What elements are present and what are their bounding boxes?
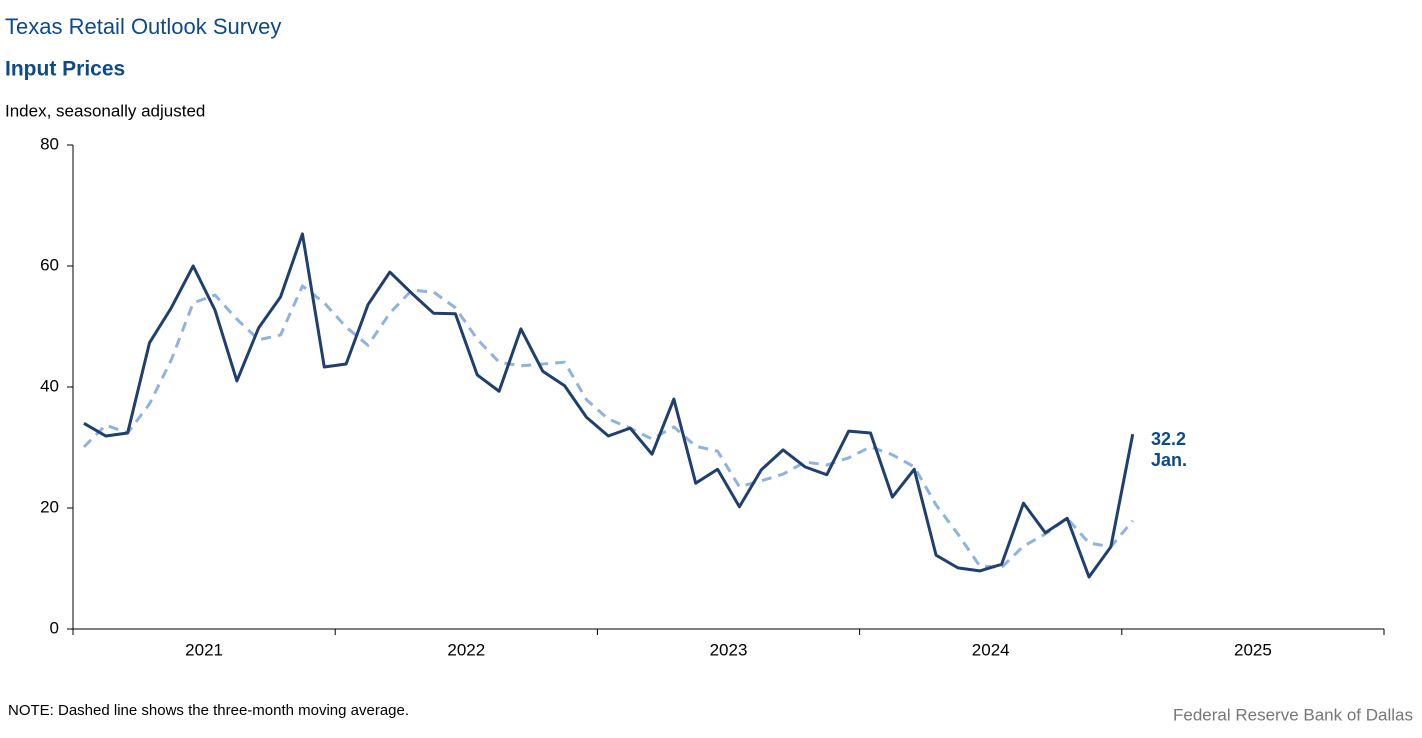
x-tick-label: 2024 (972, 640, 1010, 659)
y-tick-label: 40 (40, 376, 59, 395)
x-tick-label: 2021 (185, 640, 223, 659)
note: NOTE: Dashed line shows the three-month … (8, 702, 409, 719)
series-line (83, 232, 1135, 579)
chart-title: Texas Retail Outlook Survey (5, 14, 281, 39)
y-axis-label: Index, seasonally adjusted (5, 101, 205, 120)
chart-subtitle: Input Prices (5, 58, 125, 81)
annotation: 32.2 (1151, 429, 1186, 449)
moving-average-line (82, 284, 1134, 569)
x-tick-label: 2023 (710, 640, 748, 659)
y-tick-label: 80 (40, 134, 59, 153)
y-tick-label: 0 (50, 618, 59, 637)
y-tick-label: 60 (40, 255, 59, 274)
x-tick-label: 2022 (447, 640, 485, 659)
y-tick-label: 20 (40, 497, 59, 516)
source: Federal Reserve Bank of Dallas (1173, 705, 1413, 724)
x-tick-label: 2025 (1234, 640, 1272, 659)
annotation: Jan. (1151, 450, 1187, 470)
